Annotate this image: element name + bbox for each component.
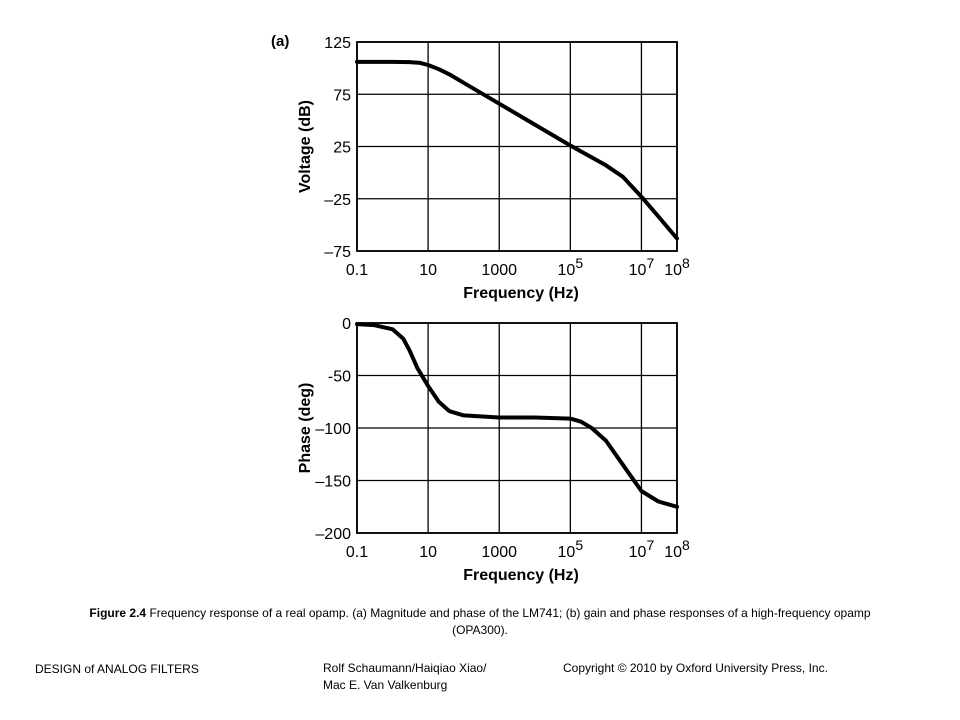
y-tick-label: 0 — [342, 316, 351, 333]
plot-frame — [356, 41, 678, 252]
y-tick-label: –100 — [315, 421, 351, 438]
footer-authors-line1: Rolf Schaumann/Haiqiao Xiao/ — [323, 661, 487, 675]
y-axis-label: Phase (deg) — [297, 383, 314, 474]
series-line — [355, 322, 679, 509]
y-tick-label: –25 — [324, 192, 351, 209]
caption-figure-ref: Figure 2.4 — [89, 606, 147, 620]
x-tick-label: 108 — [664, 537, 690, 561]
x-axis-label: Frequency (Hz) — [463, 567, 579, 584]
plot-frame — [356, 322, 678, 534]
y-tick-label: 25 — [333, 140, 351, 157]
x-tick-label: 0.1 — [346, 544, 368, 561]
caption-text: Frequency response of a real opamp. (a) … — [146, 606, 871, 637]
magnitude-chart: 125 75 25 –25 –750.1 10 1000 105 107 108 Frequency… — [297, 35, 690, 302]
y-tick-label: -50 — [328, 369, 351, 386]
figure-caption: Figure 2.4 Frequency response of a real … — [60, 605, 900, 639]
panel-label: (a) — [271, 33, 289, 50]
y-tick-label: –150 — [315, 474, 351, 491]
series-line — [355, 59, 679, 241]
x-tick-label: 1000 — [481, 544, 517, 561]
x-tick-label: 0.1 — [346, 262, 368, 279]
x-tick-label: 107 — [629, 537, 655, 561]
x-axis-label: Frequency (Hz) — [463, 285, 579, 302]
y-tick-label: 75 — [333, 87, 351, 104]
y-axis-label: Voltage (dB) — [297, 100, 314, 193]
x-tick-label: 107 — [629, 255, 655, 279]
x-tick-label: 105 — [558, 255, 584, 279]
x-tick-label: 1000 — [481, 262, 517, 279]
x-tick-label: 105 — [558, 537, 584, 561]
x-tick-label: 10 — [419, 262, 437, 279]
y-tick-label: 125 — [324, 35, 351, 52]
footer-copyright: Copyright © 2010 by Oxford University Pr… — [563, 661, 828, 675]
footer-book-title: DESIGN of ANALOG FILTERS — [35, 662, 199, 676]
y-tick-label: –200 — [315, 526, 351, 543]
x-tick-label: 108 — [664, 255, 690, 279]
footer-authors-line2: Mac E. Van Valkenburg — [323, 678, 448, 692]
y-tick-label: –75 — [324, 244, 351, 261]
x-tick-label: 10 — [419, 544, 437, 561]
